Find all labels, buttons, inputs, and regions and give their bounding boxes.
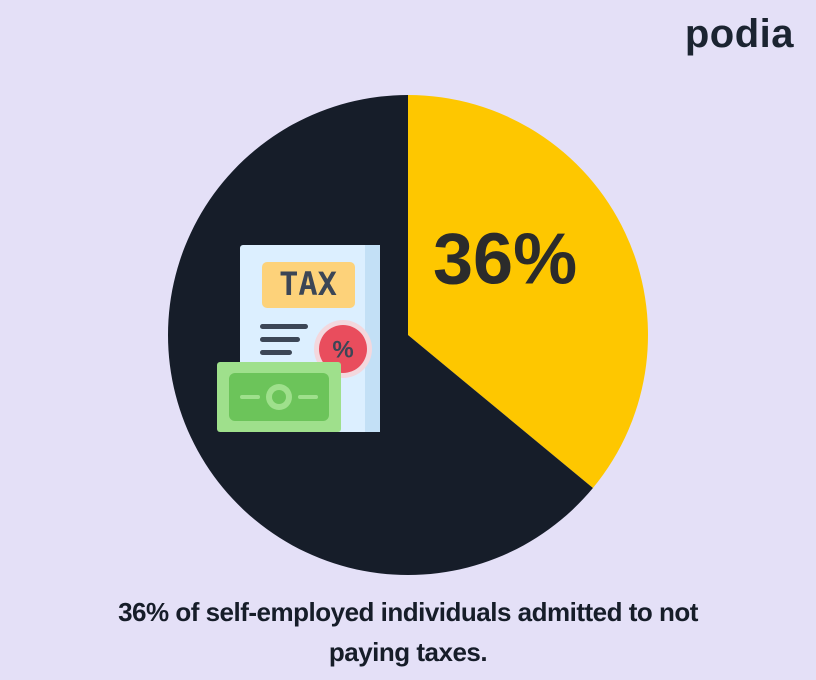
pie [168, 95, 648, 575]
bill-line [240, 395, 260, 399]
badge [319, 325, 367, 373]
bill-line [298, 395, 318, 399]
doc-line [260, 324, 308, 329]
pie-slice [168, 95, 593, 575]
tax-label-box [262, 262, 355, 308]
badge-text: % [332, 336, 353, 363]
pie-slice [408, 95, 648, 488]
caption: 36% of self-employed individuals admitte… [118, 597, 698, 667]
brand-logo: podia [684, 12, 794, 56]
doc-line [260, 350, 292, 355]
tax-icon: TAX % [217, 245, 380, 432]
bill-coin-inner [272, 390, 286, 404]
document-edge [365, 245, 380, 432]
value-label: 36% [433, 219, 577, 299]
tax-label: TAX [279, 265, 337, 303]
doc-line [260, 337, 300, 342]
